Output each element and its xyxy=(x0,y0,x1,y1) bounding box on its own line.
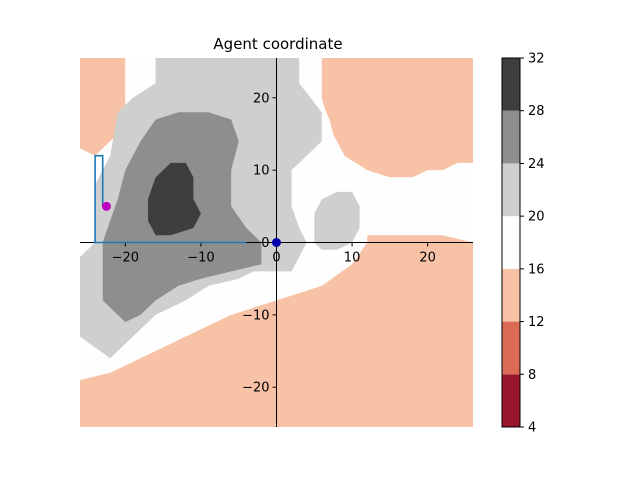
colorbar-tick-label: 20 xyxy=(528,210,545,225)
colorbar-tick-label: 4 xyxy=(528,421,536,436)
colorbar-band xyxy=(502,374,520,427)
agent-path xyxy=(94,154,247,244)
colorbar-band xyxy=(502,58,520,111)
colorbar-tick-label: 16 xyxy=(528,262,545,277)
plot-area: −20 −10 0 10 20 −20 −10 0 10 20 xyxy=(80,58,473,427)
colorbar-band xyxy=(502,163,520,217)
x-tick-label: 10 xyxy=(344,251,361,266)
colorbar-frame xyxy=(501,57,521,428)
y-tick-label: 10 xyxy=(253,164,270,179)
colorbar-band xyxy=(502,110,520,164)
x-tick-label: 0 xyxy=(272,251,280,266)
x-tick-label: 20 xyxy=(419,251,436,266)
colorbar-tick-label: 12 xyxy=(528,315,545,330)
contour-region-6 xyxy=(321,58,473,178)
y-tick-label: 20 xyxy=(253,91,270,106)
y-tick-label: −10 xyxy=(242,308,269,323)
agent-point xyxy=(101,201,111,211)
colorbar-band xyxy=(502,321,520,375)
colorbar-band xyxy=(502,216,520,269)
colorbar: 4 8 12 16 20 24 28 32 xyxy=(501,52,545,436)
x-tick-label: −20 xyxy=(112,251,139,266)
overlay xyxy=(94,154,281,247)
chart-title: Agent coordinate xyxy=(213,35,342,53)
contour-region-7 xyxy=(80,58,126,156)
x-tick-label: −10 xyxy=(187,251,214,266)
colorbar-tick-label: 24 xyxy=(528,157,545,172)
y-tick-label: −20 xyxy=(242,381,269,396)
origin-point xyxy=(272,238,281,247)
colorbar-tick-label: 32 xyxy=(528,52,545,67)
contour-region-10 xyxy=(314,191,360,250)
colorbar-tick-label: 28 xyxy=(528,104,545,119)
contour-region-12 xyxy=(148,162,201,236)
colorbar-band xyxy=(502,268,520,322)
y-tick-label: 0 xyxy=(261,236,269,251)
colorbar-tick-label: 8 xyxy=(528,368,536,383)
